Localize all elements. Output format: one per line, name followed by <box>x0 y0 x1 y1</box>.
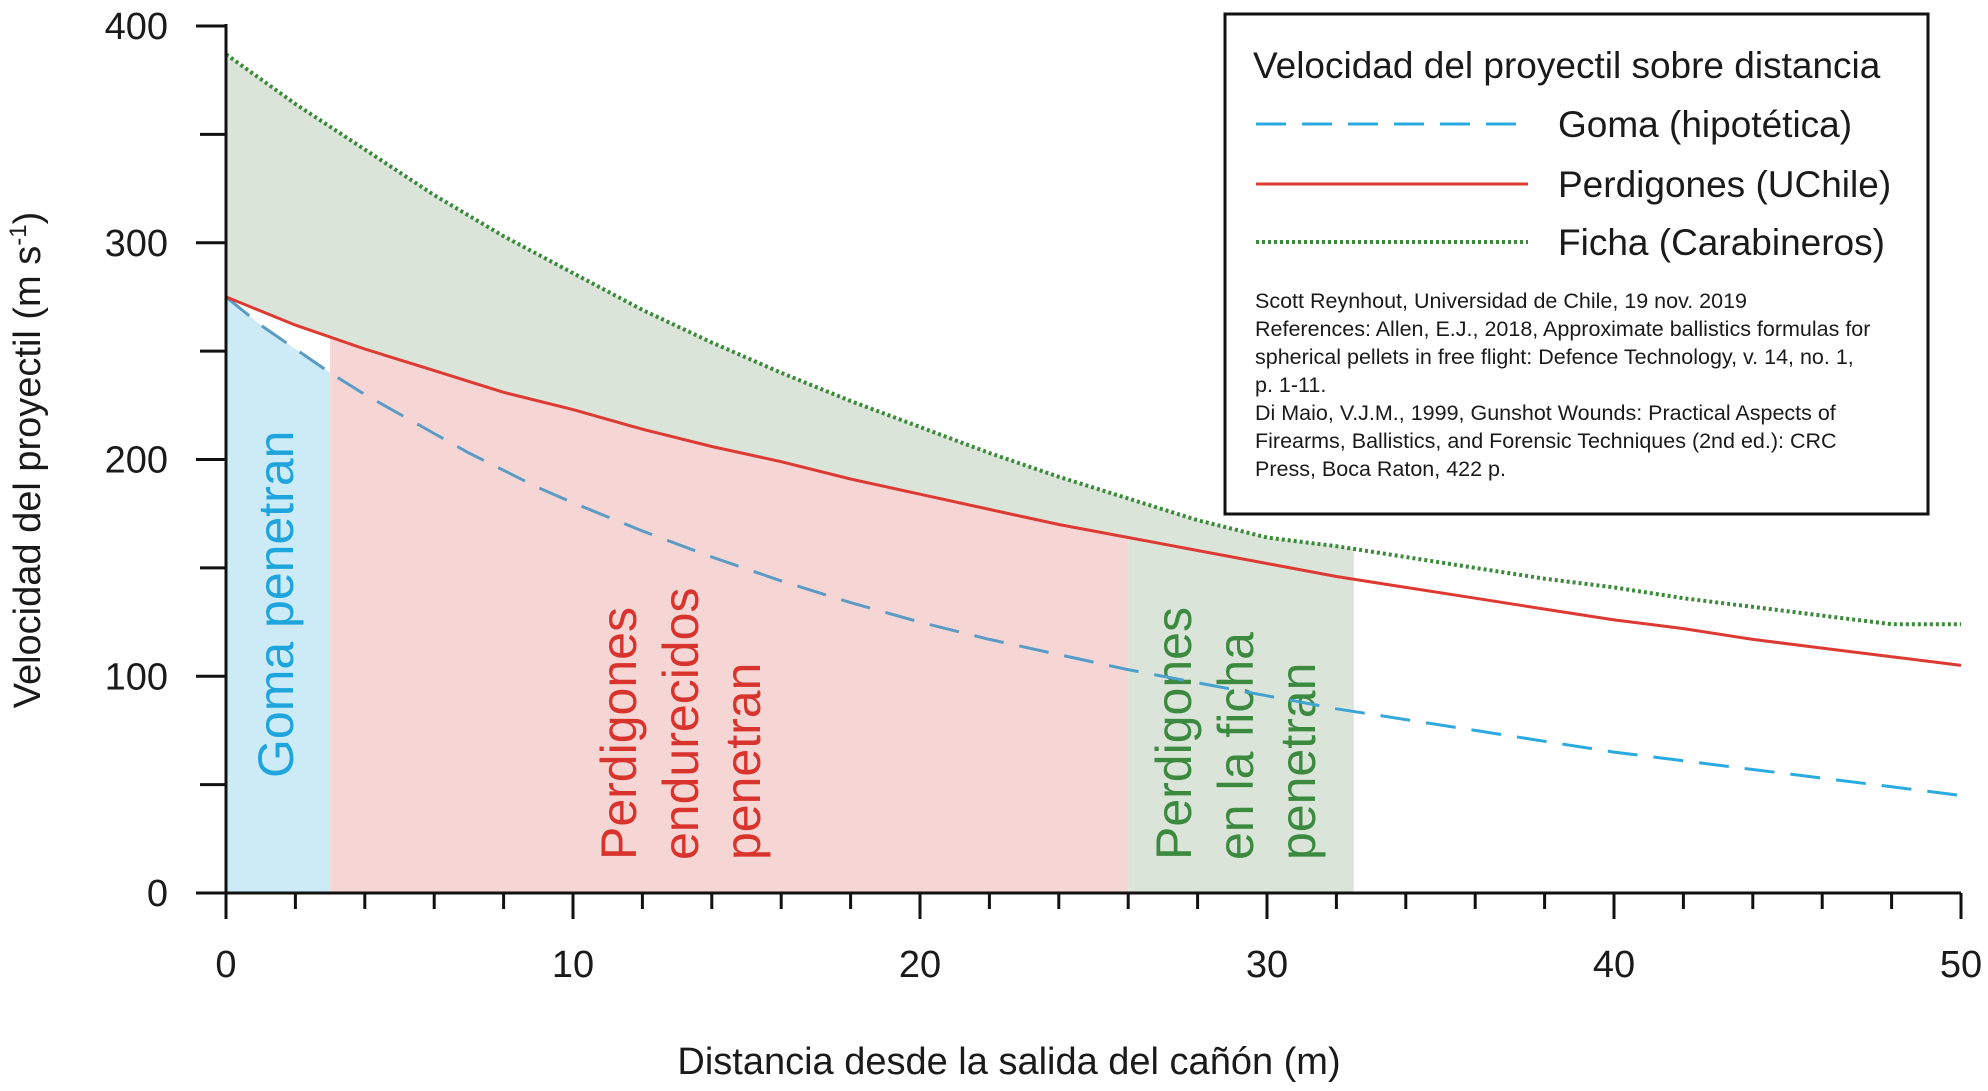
region-label-2: Perdigones en la ficha penetran <box>1146 607 1326 860</box>
y-tick-label: 0 <box>147 873 168 915</box>
series-lines <box>224 52 1962 797</box>
x-tick-label: 40 <box>1593 944 1635 986</box>
region-fill-2 <box>1128 537 1354 893</box>
x-tick-label: 20 <box>899 944 941 986</box>
y-axis-label-close: ) <box>7 212 49 225</box>
y-tick-label: 300 <box>105 223 168 265</box>
y-axis-label-main: Velocidad del proyectil (m s <box>7 246 49 709</box>
region-fill-0 <box>226 296 331 893</box>
series-line-1 <box>225 295 1962 667</box>
legend-label-1: Perdigones (UChile) <box>1558 164 1891 205</box>
region-label-line: en la ficha <box>1208 632 1264 860</box>
credit-line: References: Allen, E.J., 2018, Approxima… <box>1255 317 1870 341</box>
y-tick-label: 200 <box>105 440 168 482</box>
credit-line: p. 1-11. <box>1255 373 1326 397</box>
legend-label-2: Ficha (Carabineros) <box>1558 222 1885 263</box>
series-line-2 <box>224 52 1961 627</box>
region-fill-1 <box>330 337 1129 893</box>
legend: Velocidad del proyectil sobre distancia … <box>1223 12 1930 516</box>
legend-title: Velocidad del proyectil sobre distancia <box>1253 45 1881 86</box>
region-label-1: Perdigones endurecidos penetran <box>591 588 771 860</box>
penetration-regions <box>226 54 1354 893</box>
region-label-0: Goma penetran <box>248 431 304 778</box>
region-label-line: penetran <box>1270 663 1326 860</box>
legend-label-0: Goma (hipotética) <box>1558 104 1852 145</box>
y-tick-label: 400 <box>105 6 168 48</box>
y-tick-label: 100 <box>105 656 168 698</box>
credit-line: Press, Boca Raton, 422 p. <box>1255 457 1506 481</box>
y-axis-label: Velocidad del proyectil (m s-1) <box>5 212 49 709</box>
x-tick-label: 30 <box>1246 944 1288 986</box>
axes: 0 10 20 30 40 50 0 100 200 300 400 <box>105 6 1983 986</box>
credit-line: Firearms, Ballistics, and Forensic Techn… <box>1255 429 1837 453</box>
region-fill-3 <box>226 54 1354 580</box>
region-label-line: penetran <box>715 663 771 860</box>
region-label-line: Goma penetran <box>248 431 304 778</box>
credit-line: Di Maio, V.J.M., 1999, Gunshot Wounds: P… <box>1255 401 1836 425</box>
credit-line: Scott Reynhout, Universidad de Chile, 19… <box>1255 289 1747 313</box>
y-axis-label-superscript: -1 <box>5 224 32 245</box>
x-tick-label: 10 <box>552 944 594 986</box>
region-label-line: Perdigones <box>591 607 647 860</box>
legend-box <box>1223 12 1930 516</box>
x-tick-label: 0 <box>215 944 236 986</box>
region-label-line: Perdigones <box>1146 607 1202 860</box>
x-axis-label: Distancia desde la salida del cañón (m) <box>677 1041 1340 1083</box>
region-label-line: endurecidos <box>653 588 709 860</box>
credit-line: spherical pellets in free flight: Defenc… <box>1255 345 1854 369</box>
series-line-0 <box>225 295 1962 797</box>
x-tick-label: 50 <box>1940 944 1982 986</box>
region-labels: Goma penetran Perdigones endurecidos penetr… <box>248 431 1326 860</box>
